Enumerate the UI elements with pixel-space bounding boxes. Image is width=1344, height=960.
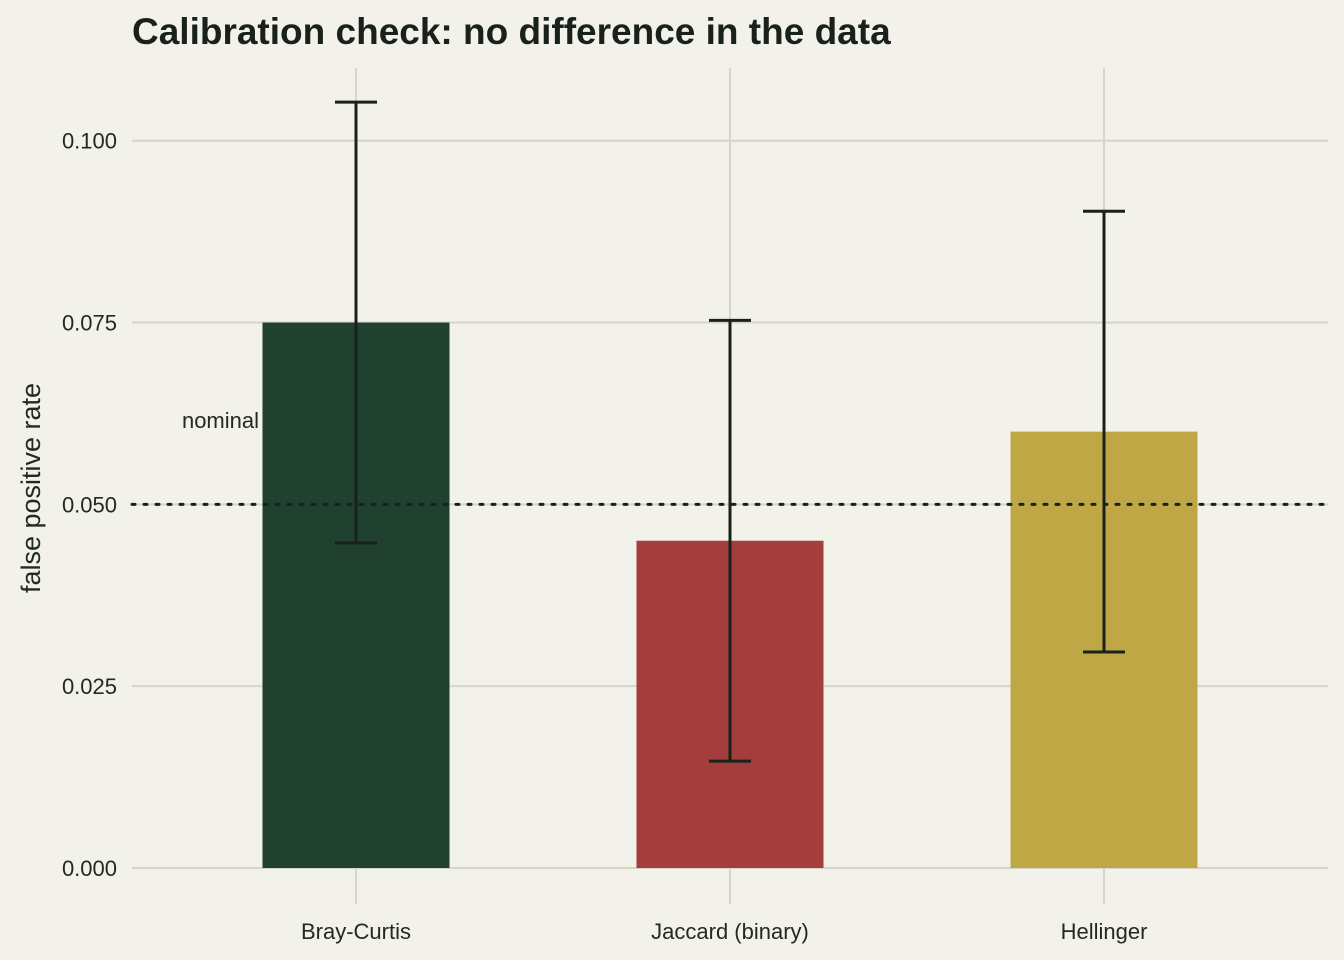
reference-line-label: nominal [182, 408, 259, 433]
y-tick-label: 0.000 [62, 856, 117, 881]
x-tick-label: Jaccard (binary) [651, 919, 809, 944]
y-tick-label: 0.075 [62, 311, 117, 336]
x-tick-label: Hellinger [1061, 919, 1148, 944]
error-bars [335, 100, 1125, 763]
y-tick-label: 0.050 [62, 492, 117, 517]
y-tick-label: 0.025 [62, 674, 117, 699]
x-tick-label: Bray-Curtis [301, 919, 411, 944]
y-axis-label: false positive rate [16, 383, 46, 593]
chart-title: Calibration check: no difference in the … [132, 11, 891, 52]
y-tick-label: 0.100 [62, 129, 117, 154]
tick-labels: 0.000 0.025 0.050 0.075 0.100 Bray-Curtis Jacc… [62, 129, 1147, 944]
